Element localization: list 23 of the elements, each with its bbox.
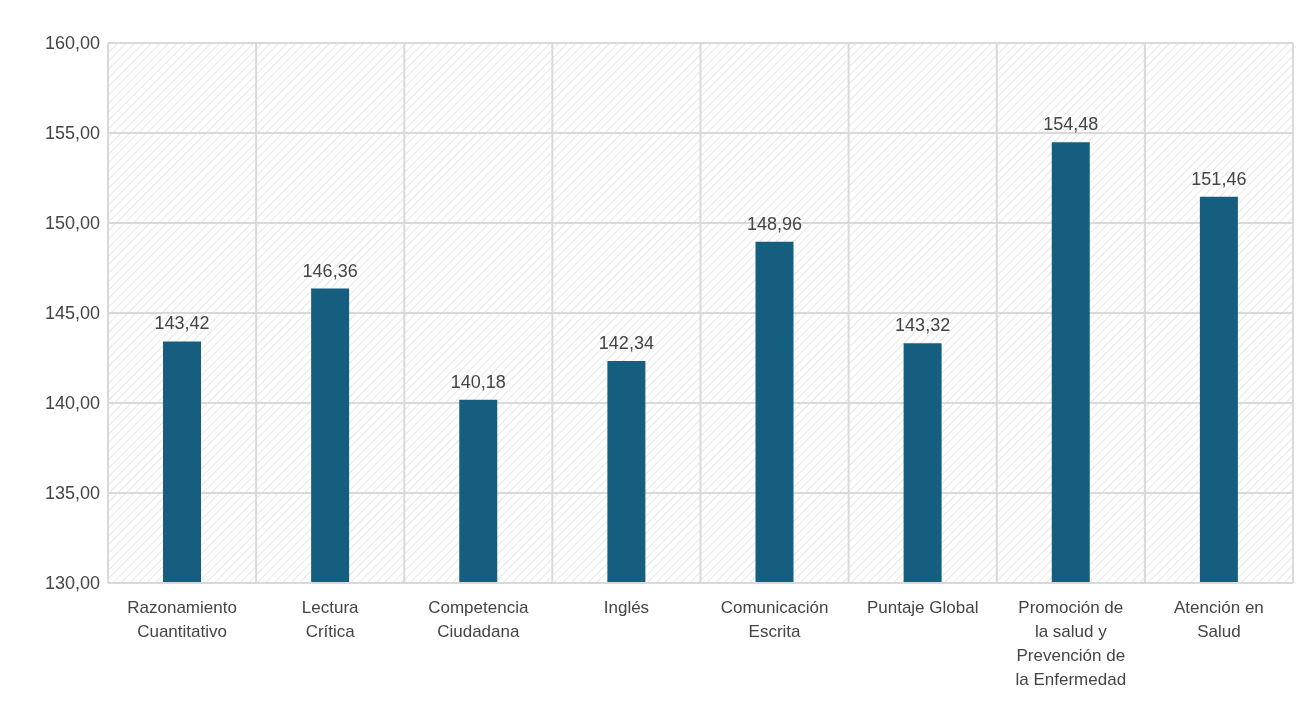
data-label: 148,96 xyxy=(746,213,803,234)
x-tick-label: Promoción de la salud y Prevención de la Enfermedad xyxy=(1015,598,1127,689)
data-label: 140,18 xyxy=(450,371,506,392)
x-tick-label: Inglés xyxy=(603,598,650,617)
x-tick-label: Competencia Ciudadana xyxy=(428,598,529,641)
x-tick-label: Razonamiento Cuantitativo xyxy=(127,598,237,641)
x-tick-label: Puntaje Global xyxy=(866,598,979,617)
x-tick-label: Lectura Crítica xyxy=(301,598,360,641)
y-tick-label: 145,00 xyxy=(44,303,100,324)
y-tick-label: 130,00 xyxy=(44,573,100,594)
y-tick-label: 150,00 xyxy=(44,213,100,234)
data-label: 142,34 xyxy=(598,332,654,353)
data-label: 143,42 xyxy=(154,313,210,334)
y-tick-label: 140,00 xyxy=(44,393,100,414)
x-tick-label: Atención en Salud xyxy=(1174,598,1264,641)
data-label: 154,48 xyxy=(1043,114,1099,135)
y-tick-label: 155,00 xyxy=(44,123,100,144)
data-label: 143,32 xyxy=(895,315,951,336)
y-tick-label: 160,00 xyxy=(44,33,100,54)
x-tick-label: Comunicación Escrita xyxy=(720,598,829,641)
data-label: 151,46 xyxy=(1191,168,1247,189)
data-label: 146,36 xyxy=(302,260,358,281)
y-tick-label: 135,00 xyxy=(44,483,100,504)
